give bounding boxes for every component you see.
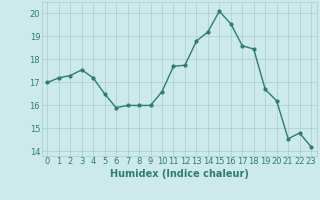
X-axis label: Humidex (Indice chaleur): Humidex (Indice chaleur): [110, 169, 249, 179]
